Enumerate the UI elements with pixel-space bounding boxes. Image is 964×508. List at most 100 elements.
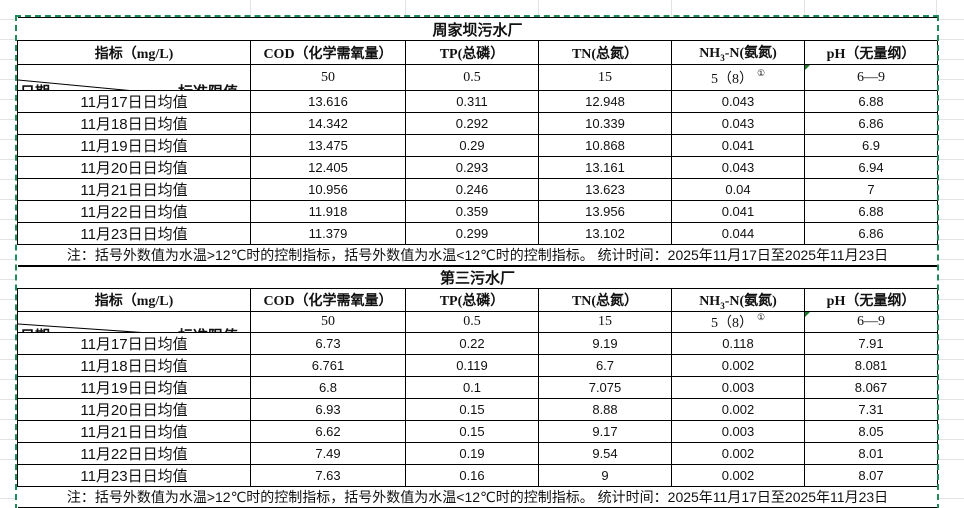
cell-tn[interactable]: 13.161 (538, 156, 672, 179)
cell-cod[interactable]: 6.62 (250, 420, 406, 443)
cell-tp[interactable]: 0.292 (405, 112, 539, 135)
header-cod[interactable]: COD（化学需氧量） (250, 288, 406, 312)
cell-nh3[interactable]: 0.002 (671, 354, 805, 377)
cell-tp[interactable]: 0.19 (405, 442, 539, 465)
cell-ph[interactable]: 7 (803, 178, 939, 201)
cell-nh3[interactable]: 0.043 (671, 90, 805, 113)
cell-cod[interactable]: 7.49 (250, 442, 406, 465)
cell-tp[interactable]: 0.22 (405, 332, 539, 355)
cell-tn[interactable]: 9.17 (538, 420, 672, 443)
cell-nh3[interactable]: 0.043 (671, 112, 805, 135)
cell-date[interactable]: 11月23日日均值 (17, 464, 251, 487)
header-tn[interactable]: TN(总氮） (538, 288, 672, 312)
cell-date[interactable]: 11月21日日均值 (17, 178, 251, 201)
cell-tn[interactable]: 12.948 (538, 90, 672, 113)
cell-date[interactable]: 11月20日日均值 (17, 156, 251, 179)
cell-tn[interactable]: 8.88 (538, 398, 672, 421)
cell-tp[interactable]: 0.359 (405, 200, 539, 223)
cell-nh3[interactable]: 0.003 (671, 420, 805, 443)
cell-tn[interactable]: 9 (538, 464, 672, 487)
limit-tp[interactable]: 0.5 (405, 64, 539, 91)
limit-ph[interactable]: 6—9 (803, 64, 939, 91)
cell-ph[interactable]: 8.01 (803, 442, 939, 465)
cell-ph[interactable]: 7.91 (803, 332, 939, 355)
header-indicator[interactable]: 指标（mg/L) (17, 288, 251, 312)
cell-tp[interactable]: 0.119 (405, 354, 539, 377)
cell-ph[interactable]: 6.94 (803, 156, 939, 179)
cell-tn[interactable]: 6.7 (538, 354, 672, 377)
cell-date[interactable]: 11月17日日均值 (17, 90, 251, 113)
cell-tp[interactable]: 0.15 (405, 420, 539, 443)
plant-title[interactable]: 第三污水厂 (17, 266, 938, 289)
cell-date[interactable]: 11月19日日均值 (17, 134, 251, 157)
cell-tp[interactable]: 0.29 (405, 134, 539, 157)
limit-ph[interactable]: 6—9 (803, 311, 939, 333)
cell-tn[interactable]: 9.19 (538, 332, 672, 355)
header-ph[interactable]: pH（无量纲） (803, 40, 939, 65)
cell-tp[interactable]: 0.311 (405, 90, 539, 113)
cell-ph[interactable]: 6.88 (803, 90, 939, 113)
diagonal-header-cell[interactable]: 日期 标准限值 (17, 311, 251, 333)
cell-ph[interactable]: 7.31 (803, 398, 939, 421)
cell-ph[interactable]: 6.88 (803, 200, 939, 223)
cell-date[interactable]: 11月21日日均值 (17, 420, 251, 443)
cell-cod[interactable]: 6.8 (250, 376, 406, 399)
limit-nh3n[interactable]: 5（8） ① (671, 311, 805, 333)
cell-cod[interactable]: 10.956 (250, 178, 406, 201)
cell-nh3[interactable]: 0.041 (671, 200, 805, 223)
header-tn[interactable]: TN(总氮） (538, 40, 672, 65)
cell-date[interactable]: 11月17日日均值 (17, 332, 251, 355)
cell-tn[interactable]: 10.339 (538, 112, 672, 135)
cell-date[interactable]: 11月22日日均值 (17, 442, 251, 465)
note-text[interactable]: 注：括号外数值为水温>12℃时的控制指标，括号外数值为水温<12℃时的控制指标。… (17, 486, 938, 508)
note-text[interactable]: 注：括号外数值为水温>12℃时的控制指标，括号外数值为水温<12℃时的控制指标。… (17, 244, 938, 266)
cell-ph[interactable]: 8.067 (803, 376, 939, 399)
cell-date[interactable]: 11月19日日均值 (17, 376, 251, 399)
cell-cod[interactable]: 11.918 (250, 200, 406, 223)
cell-cod[interactable]: 6.93 (250, 398, 406, 421)
limit-nh3n[interactable]: 5（8） ① (671, 64, 805, 91)
cell-tp[interactable]: 0.246 (405, 178, 539, 201)
cell-tp[interactable]: 0.299 (405, 222, 539, 245)
cell-cod[interactable]: 13.616 (250, 90, 406, 113)
cell-tp[interactable]: 0.16 (405, 464, 539, 487)
cell-cod[interactable]: 11.379 (250, 222, 406, 245)
cell-tp[interactable]: 0.293 (405, 156, 539, 179)
header-tp[interactable]: TP(总磷） (405, 288, 539, 312)
cell-nh3[interactable]: 0.002 (671, 398, 805, 421)
cell-tp[interactable]: 0.15 (405, 398, 539, 421)
cell-cod[interactable]: 7.63 (250, 464, 406, 487)
cell-cod[interactable]: 6.73 (250, 332, 406, 355)
header-cod[interactable]: COD（化学需氧量） (250, 40, 406, 65)
cell-ph[interactable]: 8.081 (803, 354, 939, 377)
limit-tn[interactable]: 15 (538, 311, 672, 333)
plant-title[interactable]: 周家坝污水厂 (17, 17, 938, 41)
header-nh3n[interactable]: NH3-N(氨氮) (671, 40, 805, 65)
cell-ph[interactable]: 6.9 (803, 134, 939, 157)
cell-date[interactable]: 11月18日日均值 (17, 112, 251, 135)
cell-tn[interactable]: 13.956 (538, 200, 672, 223)
cell-cod[interactable]: 13.475 (250, 134, 406, 157)
cell-ph[interactable]: 8.07 (803, 464, 939, 487)
cell-nh3[interactable]: 0.041 (671, 134, 805, 157)
header-nh3n[interactable]: NH3-N(氨氮) (671, 288, 805, 312)
cell-tp[interactable]: 0.1 (405, 376, 539, 399)
cell-date[interactable]: 11月22日日均值 (17, 200, 251, 223)
cell-tn[interactable]: 13.623 (538, 178, 672, 201)
cell-cod[interactable]: 6.761 (250, 354, 406, 377)
cell-nh3[interactable]: 0.04 (671, 178, 805, 201)
limit-cod[interactable]: 50 (250, 311, 406, 333)
cell-cod[interactable]: 12.405 (250, 156, 406, 179)
cell-ph[interactable]: 8.05 (803, 420, 939, 443)
header-indicator[interactable]: 指标（mg/L) (17, 40, 251, 65)
cell-nh3[interactable]: 0.003 (671, 376, 805, 399)
cell-ph[interactable]: 6.86 (803, 222, 939, 245)
cell-ph[interactable]: 6.86 (803, 112, 939, 135)
cell-tn[interactable]: 9.54 (538, 442, 672, 465)
header-tp[interactable]: TP(总磷） (405, 40, 539, 65)
header-ph[interactable]: pH（无量纲） (803, 288, 939, 312)
cell-tn[interactable]: 7.075 (538, 376, 672, 399)
cell-nh3[interactable]: 0.002 (671, 442, 805, 465)
cell-date[interactable]: 11月23日日均值 (17, 222, 251, 245)
report-sheet-selection[interactable]: 周家坝污水厂 指标（mg/L) COD（化学需氧量） TP(总磷） TN(总氮）… (15, 15, 939, 508)
